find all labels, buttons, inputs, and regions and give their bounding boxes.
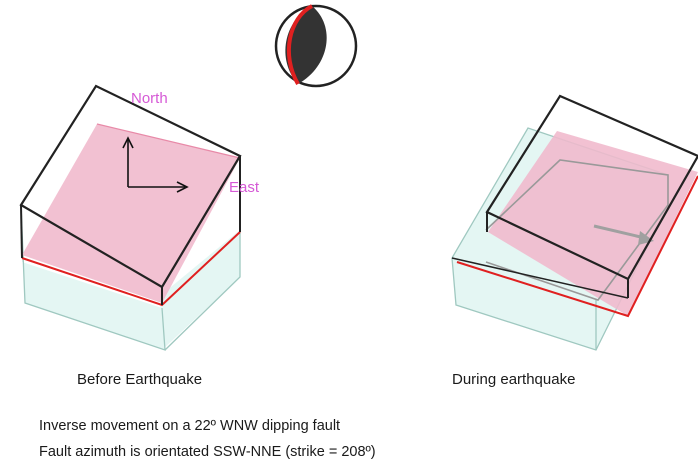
description-line-1: Inverse movement on a 22º WNW dipping fa…	[39, 418, 341, 434]
upper-block-during	[485, 94, 698, 281]
description-line-2: Fault azimuth is orientated SSW-NNE (str…	[39, 444, 376, 460]
lower-block-before	[21, 205, 165, 350]
block-during-earthquake	[451, 94, 698, 351]
east-label: East	[229, 179, 260, 196]
fault-plane-during	[488, 131, 698, 316]
before-earthquake-caption: Before Earthquake	[77, 371, 203, 388]
axis-arrows	[122, 136, 189, 193]
north-label: North	[131, 90, 168, 107]
block-before-earthquake: North East	[19, 84, 260, 351]
during-earthquake-caption: During earthquake	[452, 371, 576, 388]
fault-plane-before	[22, 124, 240, 303]
focal-mechanism-beachball	[274, 4, 358, 88]
